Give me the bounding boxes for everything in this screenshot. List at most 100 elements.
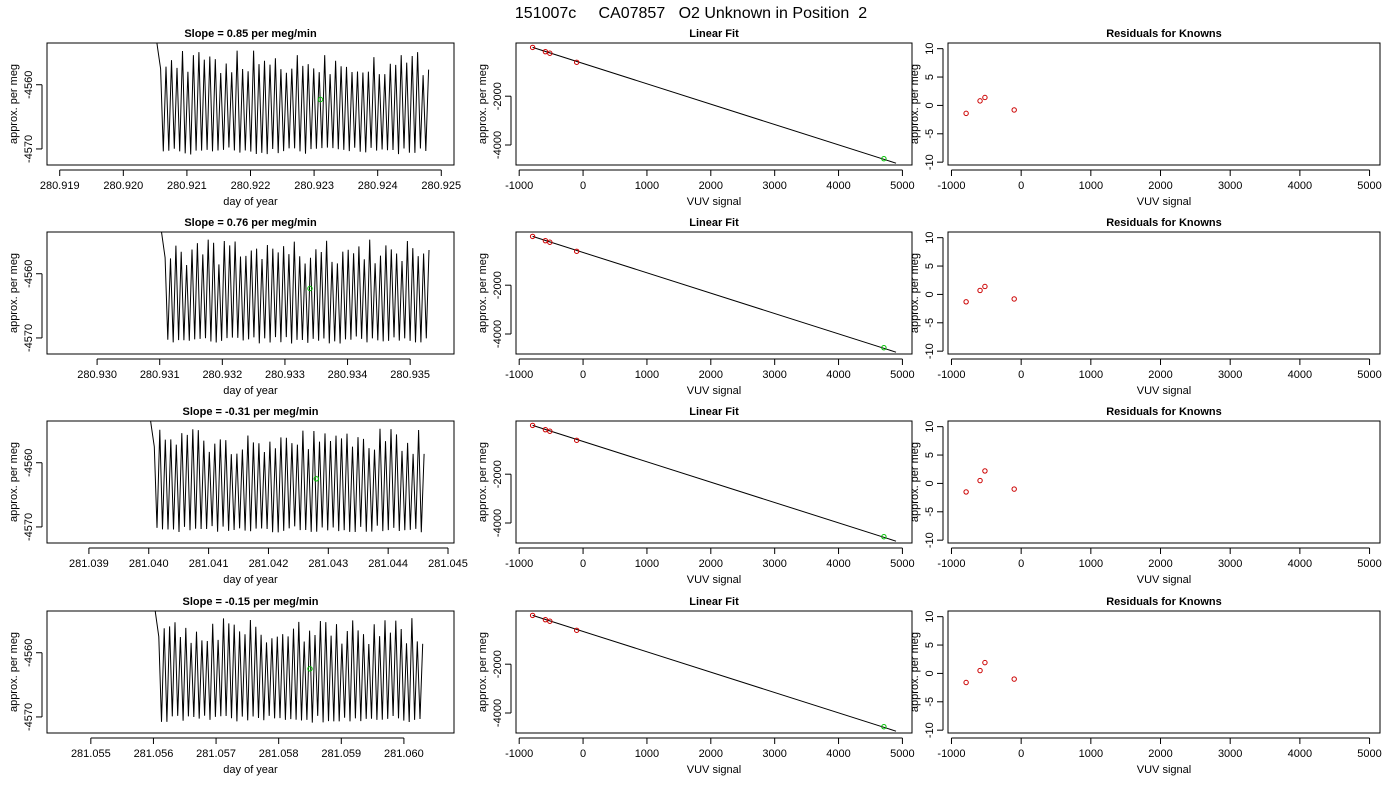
residual-point (982, 659, 988, 666)
plot-frame (46, 610, 455, 734)
x-tick-label: 2000 (1148, 748, 1172, 760)
x-tick-label: 2000 (699, 748, 723, 760)
x-tick-label: 280.934 (328, 369, 368, 381)
x-tick-label: -1000 (505, 748, 533, 760)
fit-line (532, 46, 897, 164)
x-tick-label: 0 (580, 180, 586, 192)
y-tick-label: 0 (924, 480, 936, 486)
y-axis-label: approx. per meg (909, 253, 921, 333)
x-tick-label: 4000 (826, 180, 850, 192)
x-tick-label: 281.043 (308, 558, 348, 570)
x-tick-label: 281.056 (134, 748, 174, 760)
x-tick-label: 280.923 (294, 180, 334, 192)
x-tick-label: 3000 (762, 180, 786, 192)
y-tick-label: -4000 (492, 131, 504, 159)
plot-frame (947, 610, 1381, 734)
mean-point (317, 96, 324, 103)
y-tick-label: -4570 (23, 513, 35, 541)
x-tick-label: 0 (1018, 180, 1024, 192)
timeseries-line (150, 421, 425, 533)
x-tick-label: 4000 (826, 369, 850, 381)
x-tick-label: 0 (580, 369, 586, 381)
x-tick-label: 4000 (826, 748, 850, 760)
panel-title: Linear Fit (689, 406, 739, 418)
plot-frame (515, 42, 913, 166)
known-point (547, 239, 553, 245)
fit-line (532, 614, 897, 732)
x-tick-label: 2000 (1148, 558, 1172, 570)
y-axis-label: approx. per meg (8, 64, 20, 144)
plot-frame (515, 610, 913, 734)
x-tick-label: 1000 (1079, 180, 1103, 192)
x-tick-label: 4000 (1288, 369, 1312, 381)
x-tick-label: 5000 (890, 748, 914, 760)
plot-frame (46, 231, 455, 355)
y-tick-label: -5 (924, 318, 936, 328)
x-tick-label: 1000 (635, 180, 659, 192)
known-point (573, 437, 580, 443)
y-tick-label: -4000 (492, 699, 504, 727)
residual-point (1011, 107, 1017, 113)
x-tick-label: 2000 (699, 558, 723, 570)
known-point (573, 59, 580, 65)
residual-point (1011, 296, 1017, 302)
x-tick-label: 1000 (1079, 558, 1103, 570)
x-axis-label: day of year (223, 574, 278, 586)
linear-fit-panel: Linear Fit -1000 0 1000 2000 3000 4000 5000 VUV … (477, 28, 915, 208)
known-point (529, 44, 536, 51)
x-axis-label: VUV signal (687, 574, 741, 586)
residual-point (963, 489, 969, 495)
unknown-point (881, 345, 887, 351)
residual-point (977, 287, 983, 294)
y-tick-label: -10 (924, 532, 936, 548)
y-tick-label: -4560 (23, 449, 35, 477)
x-tick-label: 281.039 (69, 558, 109, 570)
x-tick-label: 280.931 (140, 369, 180, 381)
x-tick-label: 4000 (1288, 558, 1312, 570)
y-tick-label: -2000 (492, 460, 504, 488)
y-tick-label: -2000 (492, 650, 504, 678)
mean-point (313, 476, 320, 482)
x-tick-label: 0 (580, 748, 586, 760)
x-tick-label: -1000 (937, 369, 965, 381)
x-tick-label: 280.933 (265, 369, 305, 381)
y-tick-label: -4000 (492, 320, 504, 348)
x-tick-label: 280.920 (103, 180, 143, 192)
unknown-point (881, 724, 887, 730)
panel-title: Slope = 0.85 per meg/min (184, 28, 317, 40)
y-axis-label: approx. per meg (8, 632, 20, 712)
panel-title: Slope = 0.76 per meg/min (184, 217, 317, 229)
x-tick-label: 5000 (1357, 748, 1381, 760)
x-tick-label: 280.922 (231, 180, 271, 192)
unknown-point (881, 156, 887, 162)
y-tick-label: 10 (924, 421, 936, 433)
x-tick-label: 3000 (1218, 748, 1242, 760)
plot-frame (46, 42, 455, 166)
panel-title: Slope = -0.31 per meg/min (182, 406, 318, 418)
linear-fit-panel: Linear Fit -1000 0 1000 2000 3000 4000 5000 VUV … (477, 406, 915, 586)
residual-point (982, 283, 988, 290)
residuals-panel: Residuals for Knowns -1000 0 1000 2000 3000 40… (909, 28, 1382, 208)
panel-title: Linear Fit (689, 217, 739, 229)
known-point (573, 627, 580, 633)
timeseries-line (160, 232, 430, 344)
x-tick-label: 281.045 (428, 558, 468, 570)
x-tick-label: 0 (1018, 748, 1024, 760)
y-tick-label: -4570 (23, 324, 35, 352)
residual-point (963, 299, 969, 305)
x-tick-label: 280.932 (202, 369, 242, 381)
x-axis-label: VUV signal (1137, 196, 1191, 208)
x-tick-label: 4000 (826, 558, 850, 570)
residual-point (977, 98, 983, 104)
known-point (529, 233, 536, 240)
plot-frame (947, 420, 1381, 544)
residual-point (977, 667, 983, 674)
known-point (542, 237, 549, 244)
y-tick-label: 5 (924, 452, 936, 458)
x-tick-label: 281.060 (384, 748, 424, 760)
residual-point (982, 94, 988, 101)
y-tick-label: 10 (924, 43, 936, 55)
known-point (529, 422, 536, 429)
known-point (547, 618, 553, 624)
